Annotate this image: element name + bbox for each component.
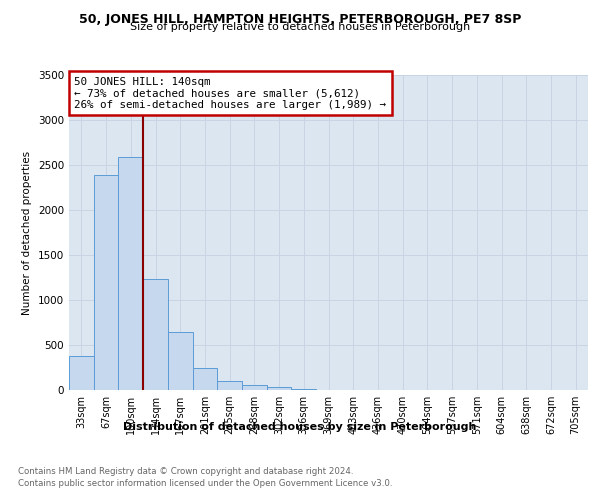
Bar bbox=[143, 280, 168, 390]
Bar bbox=[168, 332, 193, 390]
Y-axis label: Number of detached properties: Number of detached properties bbox=[22, 150, 32, 314]
Text: Distribution of detached houses by size in Peterborough: Distribution of detached houses by size … bbox=[124, 422, 476, 432]
Bar bbox=[292, 389, 316, 390]
Bar bbox=[193, 368, 217, 390]
Text: 50, JONES HILL, HAMPTON HEIGHTS, PETERBOROUGH, PE7 8SP: 50, JONES HILL, HAMPTON HEIGHTS, PETERBO… bbox=[79, 12, 521, 26]
Text: Size of property relative to detached houses in Peterborough: Size of property relative to detached ho… bbox=[130, 22, 470, 32]
Bar bbox=[69, 356, 94, 390]
Text: Contains public sector information licensed under the Open Government Licence v3: Contains public sector information licen… bbox=[18, 479, 392, 488]
Text: Contains HM Land Registry data © Crown copyright and database right 2024.: Contains HM Land Registry data © Crown c… bbox=[18, 468, 353, 476]
Bar bbox=[242, 385, 267, 390]
Bar bbox=[118, 157, 143, 390]
Text: 50 JONES HILL: 140sqm
← 73% of detached houses are smaller (5,612)
26% of semi-d: 50 JONES HILL: 140sqm ← 73% of detached … bbox=[74, 76, 386, 110]
Bar bbox=[217, 380, 242, 390]
Bar bbox=[94, 175, 118, 390]
Bar bbox=[267, 388, 292, 390]
